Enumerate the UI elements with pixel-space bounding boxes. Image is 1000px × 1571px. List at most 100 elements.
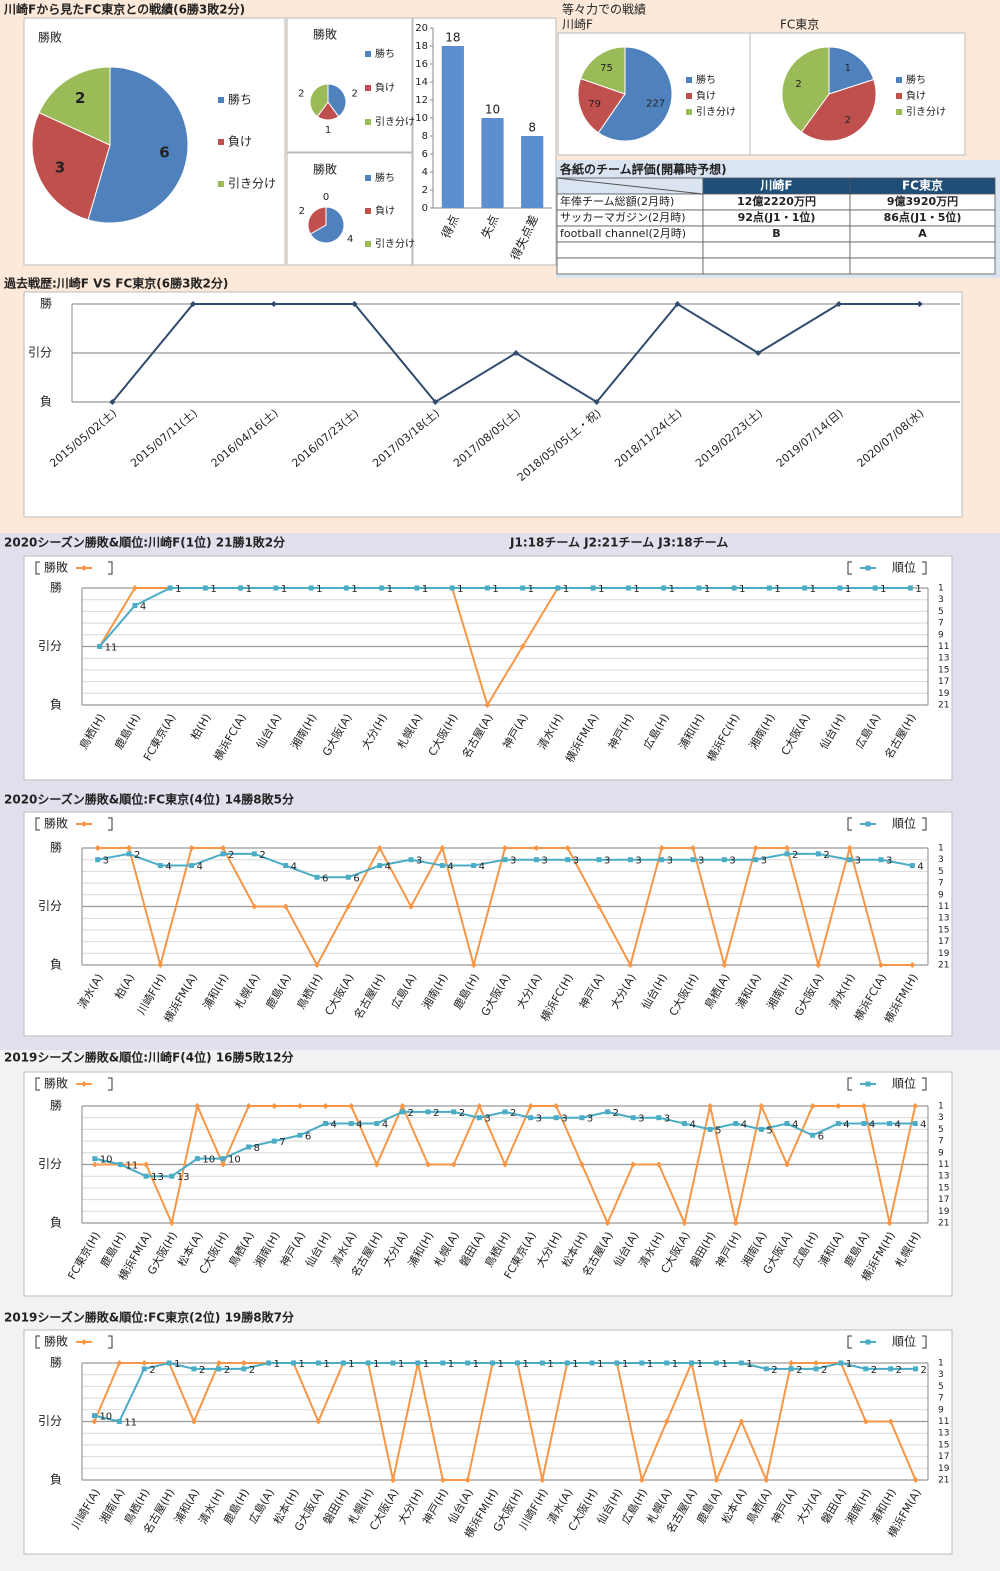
y-tick-label: 12 xyxy=(415,95,428,106)
table-diagonal xyxy=(556,177,704,195)
marker xyxy=(788,1360,795,1366)
marker xyxy=(732,1220,739,1226)
marker xyxy=(345,874,351,880)
data-label: 13 xyxy=(151,1172,164,1183)
marker xyxy=(846,845,853,851)
data-label: 3 xyxy=(604,856,610,867)
table-value: 92点(J1・1位) xyxy=(738,210,816,224)
marker xyxy=(241,1366,247,1372)
data-label: 1 xyxy=(316,584,322,595)
data-label: 2 xyxy=(407,1108,413,1119)
table-header: FC東京 xyxy=(902,178,943,193)
data-label: 2 xyxy=(75,89,85,107)
marker xyxy=(167,585,173,591)
row-label: football channel(2月時) xyxy=(560,227,686,240)
marker xyxy=(190,1418,197,1425)
legend-swatch xyxy=(218,97,224,103)
marker xyxy=(661,585,667,591)
data-label: 10 xyxy=(202,1155,215,1166)
marker xyxy=(614,1360,620,1366)
legend-label: 勝ち xyxy=(228,92,252,107)
chart-title: 勝敗 xyxy=(313,162,337,177)
data-label: 2 xyxy=(149,1365,155,1376)
y2-tick-label: 1 xyxy=(938,584,944,594)
pie-slice xyxy=(309,83,329,118)
marker xyxy=(490,1360,496,1366)
marker xyxy=(314,962,320,968)
marker xyxy=(399,1109,405,1115)
data-label: 1 xyxy=(810,584,816,595)
marker xyxy=(379,585,385,591)
marker xyxy=(912,1103,919,1109)
row-label: 年俸チーム総額(2月時) xyxy=(560,194,674,208)
marker xyxy=(390,1360,396,1366)
chart-box xyxy=(23,1071,953,1297)
marker xyxy=(815,851,821,857)
data-label: 2 xyxy=(871,1365,877,1376)
data-label: 3 xyxy=(103,856,109,867)
data-label: 1 xyxy=(387,584,393,595)
data-label: 10 xyxy=(228,1155,241,1166)
legend-bracket xyxy=(35,561,40,575)
chart-title: 2019シーズン勝敗&順位:FC東京(2位) 19勝8敗7分 xyxy=(4,1310,294,1325)
y2-tick-label: 11 xyxy=(938,902,949,912)
legend-swatch xyxy=(896,93,902,99)
marker xyxy=(439,1477,446,1483)
data-label: 4 xyxy=(479,862,485,873)
marker xyxy=(81,821,87,827)
marker xyxy=(721,857,727,863)
table-value: 12億2220万円 xyxy=(737,194,816,208)
data-label: 4 xyxy=(869,1120,875,1131)
marker xyxy=(141,1360,148,1366)
y-tick-label: 勝 xyxy=(50,1098,62,1113)
data-label: 4 xyxy=(920,1120,926,1131)
y2-tick-label: 11 xyxy=(938,1417,949,1427)
data-label: 5 xyxy=(766,1125,772,1136)
marker xyxy=(81,1081,87,1087)
legend-swatch xyxy=(365,51,371,57)
y-tick-label: 引分 xyxy=(28,346,52,360)
data-label: 1 xyxy=(473,1359,479,1370)
y2-tick-label: 11 xyxy=(938,1160,949,1170)
marker xyxy=(865,1339,871,1345)
marker xyxy=(374,1121,380,1127)
data-label: 1 xyxy=(299,1359,305,1370)
data-label: 3 xyxy=(573,856,579,867)
data-label: 4 xyxy=(895,1120,901,1131)
marker xyxy=(464,1477,471,1483)
marker xyxy=(564,845,571,851)
bar xyxy=(441,46,464,208)
data-label: 2 xyxy=(459,1108,465,1119)
marker xyxy=(343,585,349,591)
data-label: 1 xyxy=(274,1359,280,1370)
data-label: 3 xyxy=(510,856,516,867)
marker xyxy=(116,1360,123,1366)
data-label: 2 xyxy=(823,850,829,861)
marker xyxy=(878,857,884,863)
data-label: 4 xyxy=(197,862,203,873)
marker xyxy=(861,1121,867,1127)
marker xyxy=(271,1138,277,1144)
y-tick-label: 14 xyxy=(415,77,428,88)
marker xyxy=(425,1161,432,1168)
data-label: 1 xyxy=(492,584,498,595)
table-cell xyxy=(702,257,851,275)
data-label: 2 xyxy=(510,1108,516,1119)
legend-label: 勝ち xyxy=(375,47,395,60)
marker xyxy=(579,1115,585,1121)
marker xyxy=(94,845,101,851)
legend-label: 勝敗 xyxy=(44,816,68,831)
pie-slice xyxy=(31,111,111,221)
data-label: 11 xyxy=(124,1418,137,1429)
legend-bracket xyxy=(922,1077,927,1091)
data-label: 1 xyxy=(846,1359,852,1370)
marker xyxy=(696,585,702,591)
y2-tick-label: 3 xyxy=(938,855,944,865)
marker xyxy=(91,1161,98,1168)
marker xyxy=(297,1132,303,1138)
marker xyxy=(519,643,526,650)
marker xyxy=(502,857,508,863)
marker xyxy=(439,845,446,851)
marker xyxy=(763,1366,769,1372)
pie-slice xyxy=(597,46,673,142)
